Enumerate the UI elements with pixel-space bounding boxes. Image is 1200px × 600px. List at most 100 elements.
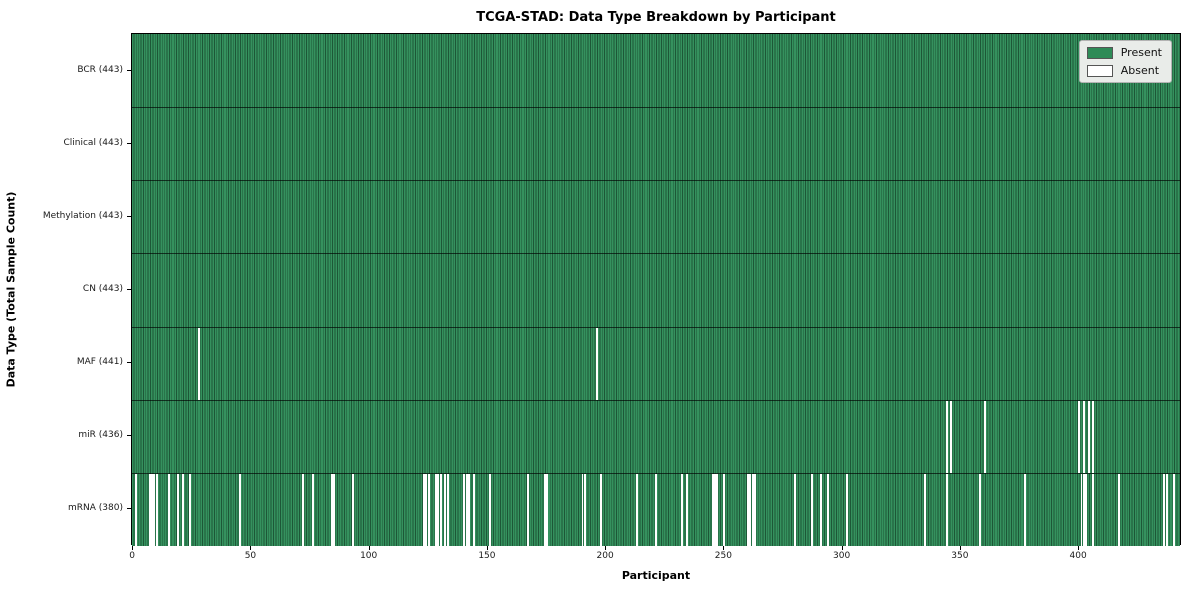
- absent-stripe-mRNA-261: [749, 473, 752, 546]
- x-tick-mark-300: [841, 546, 843, 550]
- x-tick-label-0: 0: [129, 551, 136, 561]
- y-tick-label-miR: miR (436): [78, 430, 123, 441]
- absent-stripe-mRNA-167: [527, 473, 530, 546]
- absent-stripe-mRNA-175: [546, 473, 548, 546]
- absent-stripe-mRNA-232: [680, 473, 683, 546]
- absent-swatch: [1086, 64, 1113, 77]
- absent-stripe-mRNA-72: [302, 473, 305, 546]
- absent-stripe-mRNA-132: [444, 473, 447, 546]
- absent-stripe-mRNA-377: [1023, 473, 1026, 546]
- absent-stripe-mRNA-10: [155, 473, 158, 546]
- absent-stripe-mRNA-234: [685, 473, 688, 546]
- absent-stripe-mRNA-294: [827, 473, 830, 546]
- absent-stripe-miR-406: [1092, 400, 1095, 473]
- absent-stripe-miR-402: [1082, 400, 1085, 473]
- absent-stripe-mRNA-198: [600, 473, 603, 546]
- absent-stripe-miR-346: [950, 400, 953, 473]
- absent-stripe-mRNA-151: [489, 473, 492, 546]
- x-tick-label-300: 300: [833, 551, 851, 561]
- legend-label-present: Present: [1120, 46, 1162, 59]
- absent-stripe-mRNA-21: [181, 473, 184, 546]
- x-tick-mark-0: [132, 546, 134, 550]
- absent-stripe-mRNA-24: [188, 473, 191, 546]
- absent-stripe-mRNA-129: [437, 473, 440, 546]
- heatmap-row-MAF: [132, 326, 1180, 400]
- x-tick-mark-50: [250, 546, 252, 550]
- heatmap-row-BCR: [132, 34, 1180, 108]
- absent-stripe-mRNA-436: [1163, 473, 1166, 546]
- x-tick-mark-100: [368, 546, 370, 550]
- y-tick-mark-mRNA: [127, 508, 131, 510]
- absent-stripe-mRNA-245: [711, 473, 714, 546]
- y-tick-label-CN: CN (443): [82, 284, 123, 294]
- absent-stripe-mRNA-1: [134, 473, 137, 546]
- y-tick-mark-BCR: [127, 69, 131, 71]
- absent-stripe-miR-404: [1087, 400, 1090, 473]
- absent-stripe-mRNA-250: [723, 473, 726, 546]
- x-tick-mark-250: [723, 546, 725, 550]
- absent-stripe-mRNA-401: [1080, 473, 1083, 546]
- y-tick-mark-MAF: [127, 362, 131, 364]
- absent-stripe-mRNA-84: [330, 473, 333, 546]
- absent-stripe-mRNA-417: [1118, 473, 1121, 546]
- y-tick-label-Methylation: Methylation (443): [42, 210, 123, 221]
- heatmap-row-Clinical: [132, 107, 1180, 181]
- absent-stripe-miR-360: [983, 400, 986, 473]
- y-tick-label-MAF: MAF (441): [76, 357, 123, 368]
- absent-stripe-mRNA-93: [352, 473, 355, 546]
- x-tick-label-200: 200: [596, 551, 614, 561]
- absent-stripe-mRNA-191: [583, 473, 586, 546]
- absent-stripe-MAF-196: [595, 327, 598, 400]
- y-tick-mark-Clinical: [127, 142, 131, 144]
- absent-stripe-mRNA-335: [924, 473, 927, 546]
- y-tick-label-Clinical: Clinical (443): [63, 137, 123, 148]
- absent-stripe-mRNA-140: [463, 473, 466, 546]
- y-tick-label-BCR: BCR (443): [77, 64, 123, 75]
- absent-stripe-miR-400: [1078, 400, 1081, 473]
- heatmap-row-miR: [132, 399, 1180, 473]
- absent-stripe-mRNA-402: [1082, 473, 1085, 546]
- absent-stripe-mRNA-141: [465, 473, 468, 546]
- absent-stripe-mRNA-7: [148, 473, 151, 546]
- absent-stripe-mRNA-291: [820, 473, 823, 546]
- x-tick-mark-350: [959, 546, 961, 550]
- x-tick-label-250: 250: [714, 551, 732, 561]
- absent-stripe-MAF-28: [198, 327, 201, 400]
- absent-stripe-mRNA-8: [151, 473, 154, 546]
- y-tick-mark-miR: [127, 435, 131, 437]
- heatmap-row-mRNA: [132, 472, 1180, 546]
- absent-stripe-mRNA-344: [945, 473, 948, 546]
- x-tick-label-400: 400: [1069, 551, 1087, 561]
- absent-stripe-mRNA-76: [311, 473, 314, 546]
- absent-stripe-mRNA-440: [1172, 473, 1175, 546]
- x-tick-mark-200: [605, 546, 607, 550]
- chart-title: TCGA-STAD: Data Type Breakdown by Partic…: [476, 10, 836, 25]
- absent-stripe-mRNA-280: [794, 473, 797, 546]
- x-tick-mark-400: [1078, 546, 1080, 550]
- absent-stripe-miR-344: [945, 400, 948, 473]
- absent-stripe-mRNA-142: [468, 473, 470, 546]
- x-tick-label-50: 50: [244, 551, 257, 561]
- absent-stripe-mRNA-128: [434, 473, 437, 546]
- absent-stripe-mRNA-174: [543, 473, 546, 546]
- absent-stripe-mRNA-262: [751, 473, 754, 546]
- x-axis-label: Participant: [621, 569, 691, 582]
- absent-stripe-mRNA-125: [427, 473, 430, 546]
- absent-stripe-mRNA-263: [754, 473, 757, 546]
- x-tick-label-100: 100: [360, 551, 378, 561]
- absent-stripe-mRNA-221: [654, 473, 657, 546]
- absent-stripe-mRNA-246: [713, 473, 716, 546]
- absent-stripe-mRNA-45: [238, 473, 241, 546]
- legend: Present Absent: [1078, 40, 1172, 83]
- absent-stripe-mRNA-124: [425, 473, 428, 546]
- absent-stripe-mRNA-85: [333, 473, 336, 546]
- absent-stripe-mRNA-144: [472, 473, 475, 546]
- present-swatch: [1086, 46, 1113, 59]
- absent-stripe-mRNA-15: [167, 473, 170, 546]
- heatmap-row-Methylation: [132, 180, 1180, 254]
- x-tick-mark-150: [486, 546, 488, 550]
- absent-stripe-mRNA-247: [716, 473, 719, 546]
- absent-stripe-mRNA-406: [1092, 473, 1095, 546]
- absent-stripe-mRNA-437: [1165, 473, 1168, 546]
